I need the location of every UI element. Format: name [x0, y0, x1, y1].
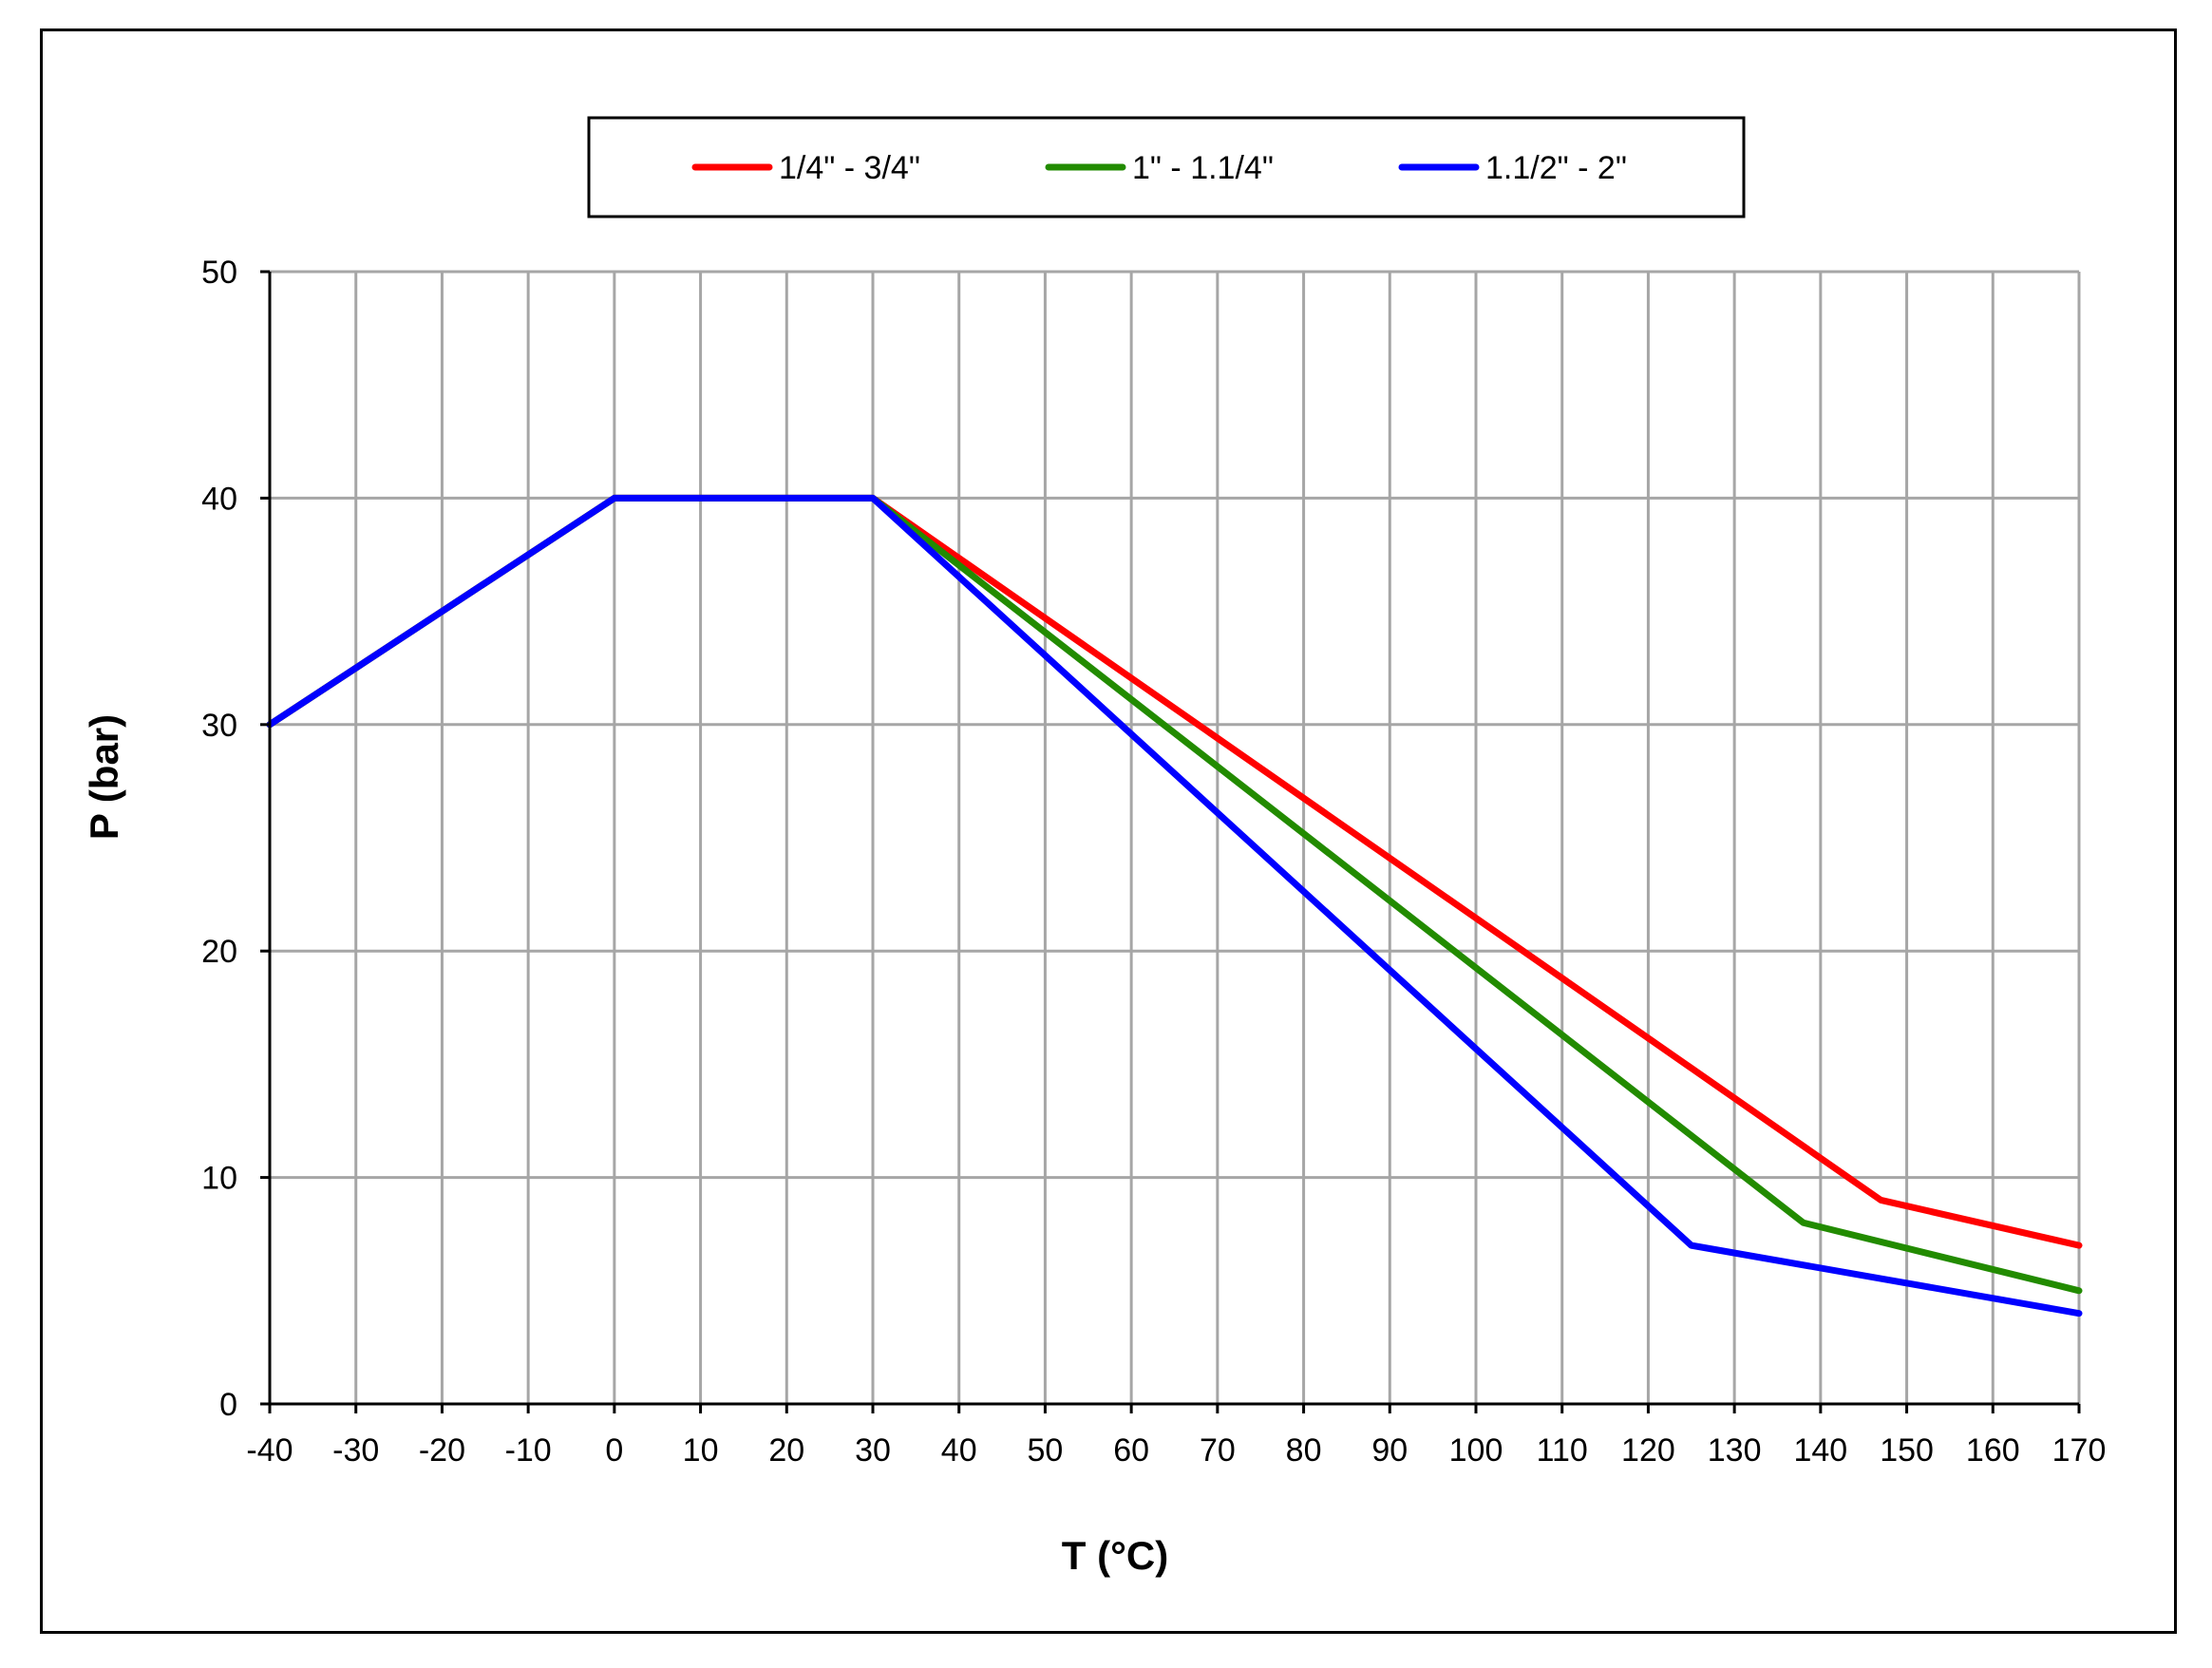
x-tick-label: 120 [1621, 1432, 1675, 1469]
x-tick-label: 80 [1286, 1432, 1322, 1469]
legend-label-2: 1" - 1.1/4" [1132, 150, 1274, 186]
x-tick-label: -10 [505, 1432, 552, 1469]
legend-box [587, 116, 1746, 218]
legend-label-3: 1.1/2" - 2" [1485, 150, 1627, 186]
axes [260, 270, 2081, 1413]
y-tick-label: 0 [219, 1387, 237, 1423]
x-tick-label: 30 [855, 1432, 891, 1469]
x-tick-label: 110 [1537, 1432, 1588, 1469]
series-line-1 [266, 494, 2083, 1249]
x-tick-label: 70 [1200, 1432, 1236, 1469]
x-tick-label: 130 [1708, 1432, 1762, 1469]
y-tick-label: 10 [201, 1161, 237, 1197]
x-axis-title: T (°C) [1062, 1533, 1168, 1578]
series-line-2 [266, 494, 2083, 1295]
y-tick-label: 40 [201, 481, 237, 517]
x-tick-label: 40 [941, 1432, 977, 1469]
x-tick-label: -20 [419, 1432, 465, 1469]
y-tick-labels: 0 10 20 30 40 50 [201, 255, 237, 1423]
x-tick-label: 160 [1966, 1432, 2020, 1469]
y-tick-label: 20 [201, 934, 237, 970]
series-line-3 [266, 494, 2083, 1317]
x-tick-label: 140 [1793, 1432, 1847, 1469]
x-tick-label: 20 [768, 1432, 804, 1469]
series-group [266, 494, 2083, 1317]
x-tick-label: 0 [605, 1432, 623, 1469]
x-tick-label: 50 [1028, 1432, 1064, 1469]
legend-label-1: 1/4" - 3/4" [779, 150, 920, 186]
y-axis-title: P (bar) [82, 714, 126, 840]
x-tick-label: 170 [2052, 1432, 2107, 1469]
y-tick-label: 30 [201, 708, 237, 744]
x-tick-label: 10 [683, 1432, 719, 1469]
grid [270, 270, 2081, 1404]
legend: 1/4" - 3/4" 1" - 1.1/4" 1.1/2" - 2" [587, 116, 1746, 218]
x-tick-label: 90 [1371, 1432, 1408, 1469]
x-tick-label: 100 [1449, 1432, 1503, 1469]
x-tick-label: -30 [332, 1432, 379, 1469]
x-tick-labels: -40 -30 -20 -10 0 10 20 30 40 50 60 70 80 90 100 110 120… [246, 1432, 2106, 1469]
x-tick-label: 150 [1880, 1432, 1934, 1469]
x-tick-label: -40 [246, 1432, 293, 1469]
x-tick-label: 60 [1113, 1432, 1149, 1469]
y-tick-label: 50 [201, 255, 237, 291]
